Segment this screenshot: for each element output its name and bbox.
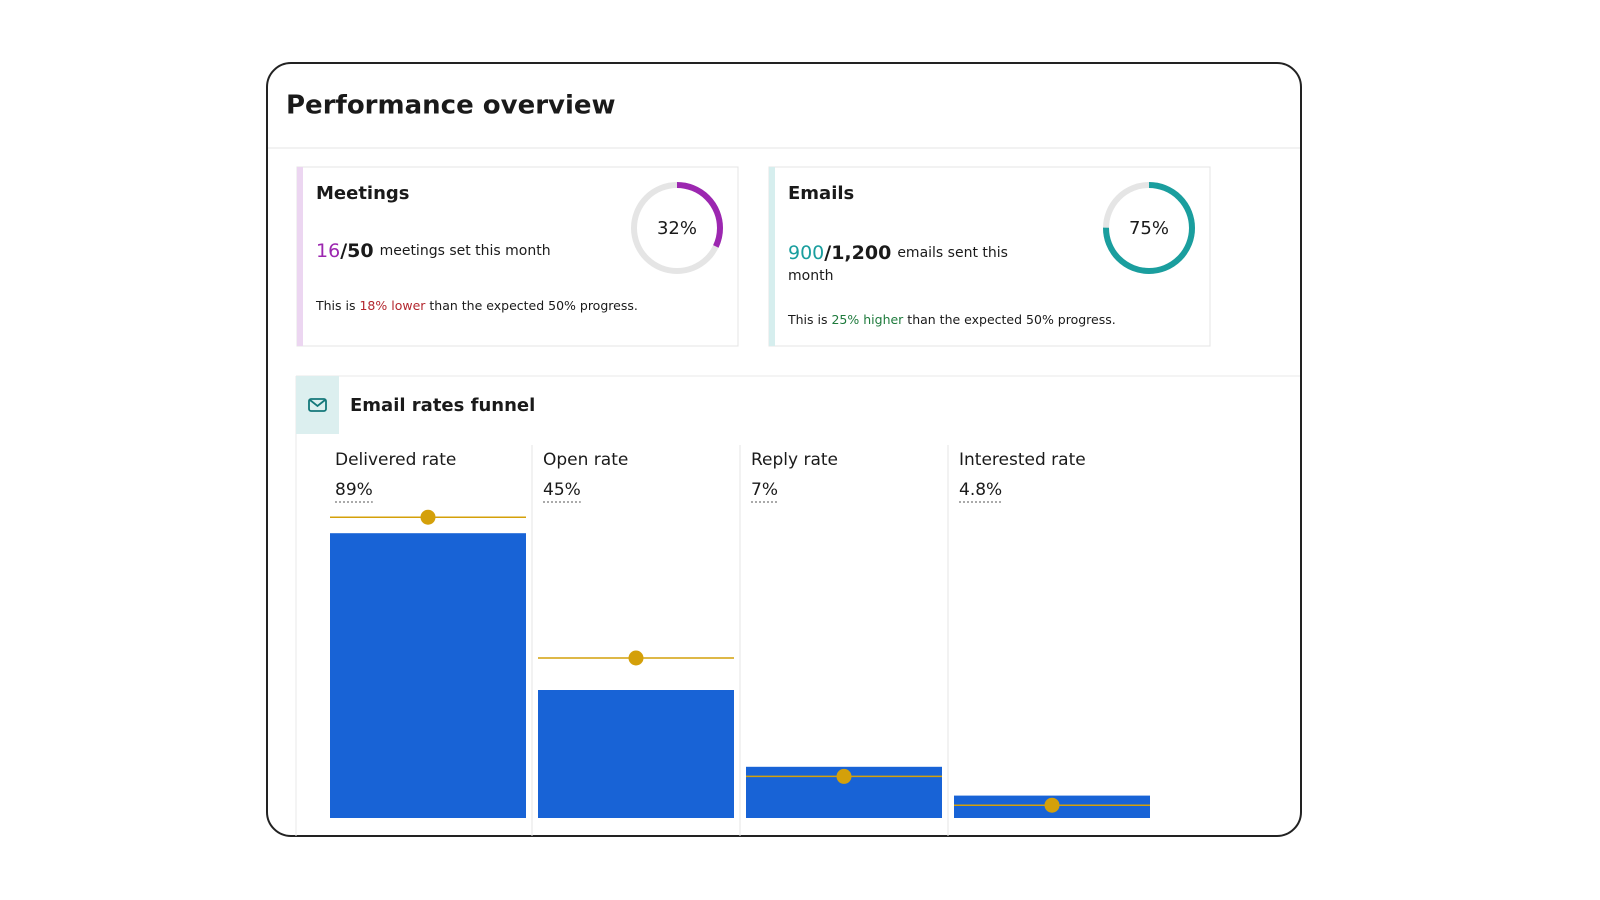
note-text: This is [315,298,359,313]
funnel-bar [538,690,734,818]
benchmark-dot [420,509,436,525]
mail-icon-flap [309,399,326,408]
note-highlight: 25% higher [831,312,904,327]
stage-rate: 4.8% [959,480,1002,500]
kpi-note: This is 25% higher than the expected 50%… [787,312,1116,327]
stage-label: Interested rate [959,450,1086,470]
donut-arc [1103,182,1195,274]
benchmark-dot [628,650,644,666]
page-title: Performance overview [286,91,616,121]
kpi-total: /50 [340,240,373,262]
stage-label: Delivered rate [335,450,456,470]
kpi-count: 16/50 meetings set this month [316,240,551,262]
kpi-suffix: month [788,268,833,284]
kpi-total: /1,200 [824,242,891,264]
benchmark-dot [836,768,852,784]
content: Meetings 16/50 meetings set this month This… [295,166,1300,836]
kpi-done: 16 [316,240,340,262]
stage-label: Reply rate [751,450,838,470]
kpi-card [768,166,1211,347]
benchmark-dot [1044,797,1060,813]
kpi-done: 900 [788,242,824,264]
kpi-accent [769,167,775,346]
stage-rate: 89% [335,480,373,500]
note-text: than the expected 50% progress. [425,298,637,313]
kpi-card [296,166,739,347]
kpi-note: This is 18% lower than the expected 50% … [315,298,638,313]
note-text: than the expected 50% progress. [903,312,1115,327]
kpi-title: Meetings [316,183,410,204]
kpi-title: Emails [788,183,854,204]
kpi-suffix: meetings set this month [380,243,551,259]
kpi-accent [297,167,303,346]
kpi-count: 900/1,200 emails sent this [788,242,1008,264]
donut-label: 75% [1129,218,1169,239]
funnel-title: Email rates funnel [350,395,535,416]
stage-rate: 45% [543,480,581,500]
note-text: This is [787,312,831,327]
funnel-bar [330,533,526,818]
stage-label: Open rate [543,450,628,470]
stage-rate: 7% [751,480,778,500]
kpi-suffix: emails sent this [897,245,1008,261]
donut-arc [631,182,723,274]
note-highlight: 18% lower [359,298,426,313]
mail-icon [308,398,327,412]
donut-label: 32% [657,218,697,239]
